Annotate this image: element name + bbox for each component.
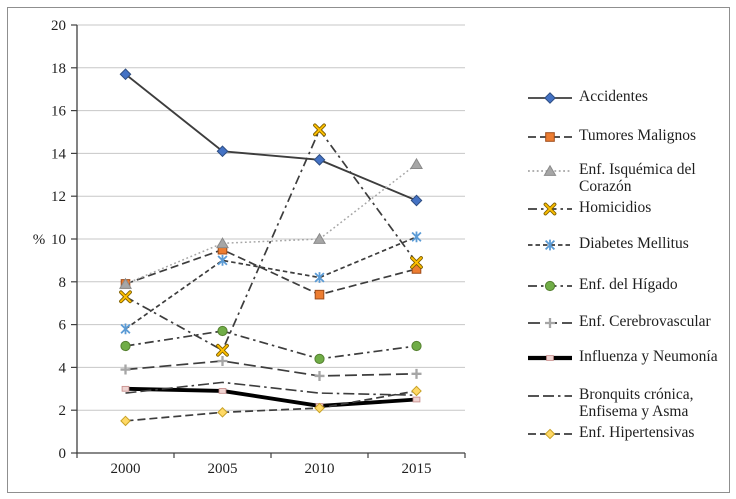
axes: 0 2 4 6 8 10 12 14 16 18 20 2000 2005 2010 2015% — [33, 18, 466, 477]
y-tick-label: 0 — [59, 446, 67, 462]
x-tick-label: 2010 — [305, 461, 335, 477]
series-diabetes-mellitus — [120, 231, 422, 335]
gridlines — [77, 24, 465, 411]
series-bronquits-cronica-enfisema-y-asma — [125, 381, 417, 397]
y-tick-label: 14 — [51, 146, 67, 162]
y-tick-label: 16 — [51, 104, 67, 120]
y-tick-label: 20 — [51, 18, 66, 34]
series-enf-cerebrovascular — [120, 355, 422, 381]
series-influenza-y-neumonia — [121, 385, 421, 409]
series-enf-hipertensivas — [120, 385, 422, 427]
y-axis-label: % — [33, 232, 46, 248]
chart-outer-border — [7, 7, 730, 493]
y-tick-label: 10 — [51, 232, 66, 248]
y-tick-label: 2 — [59, 403, 67, 419]
y-tick-label: 8 — [59, 275, 67, 291]
series-accidentes — [119, 68, 423, 207]
series-enf-del-higado — [120, 325, 422, 364]
y-tick-label: 12 — [51, 189, 66, 205]
y-tick-label: 4 — [59, 360, 67, 376]
x-tick-label: 2000 — [111, 461, 141, 477]
y-tick-label: 6 — [59, 318, 67, 334]
series-enf-isquemica-del-corazon — [119, 157, 423, 289]
x-tick-label: 2005 — [208, 461, 238, 477]
x-tick-label: 2015 — [402, 461, 432, 477]
y-tick-label: 18 — [51, 61, 66, 77]
series-homicidios — [119, 123, 423, 357]
